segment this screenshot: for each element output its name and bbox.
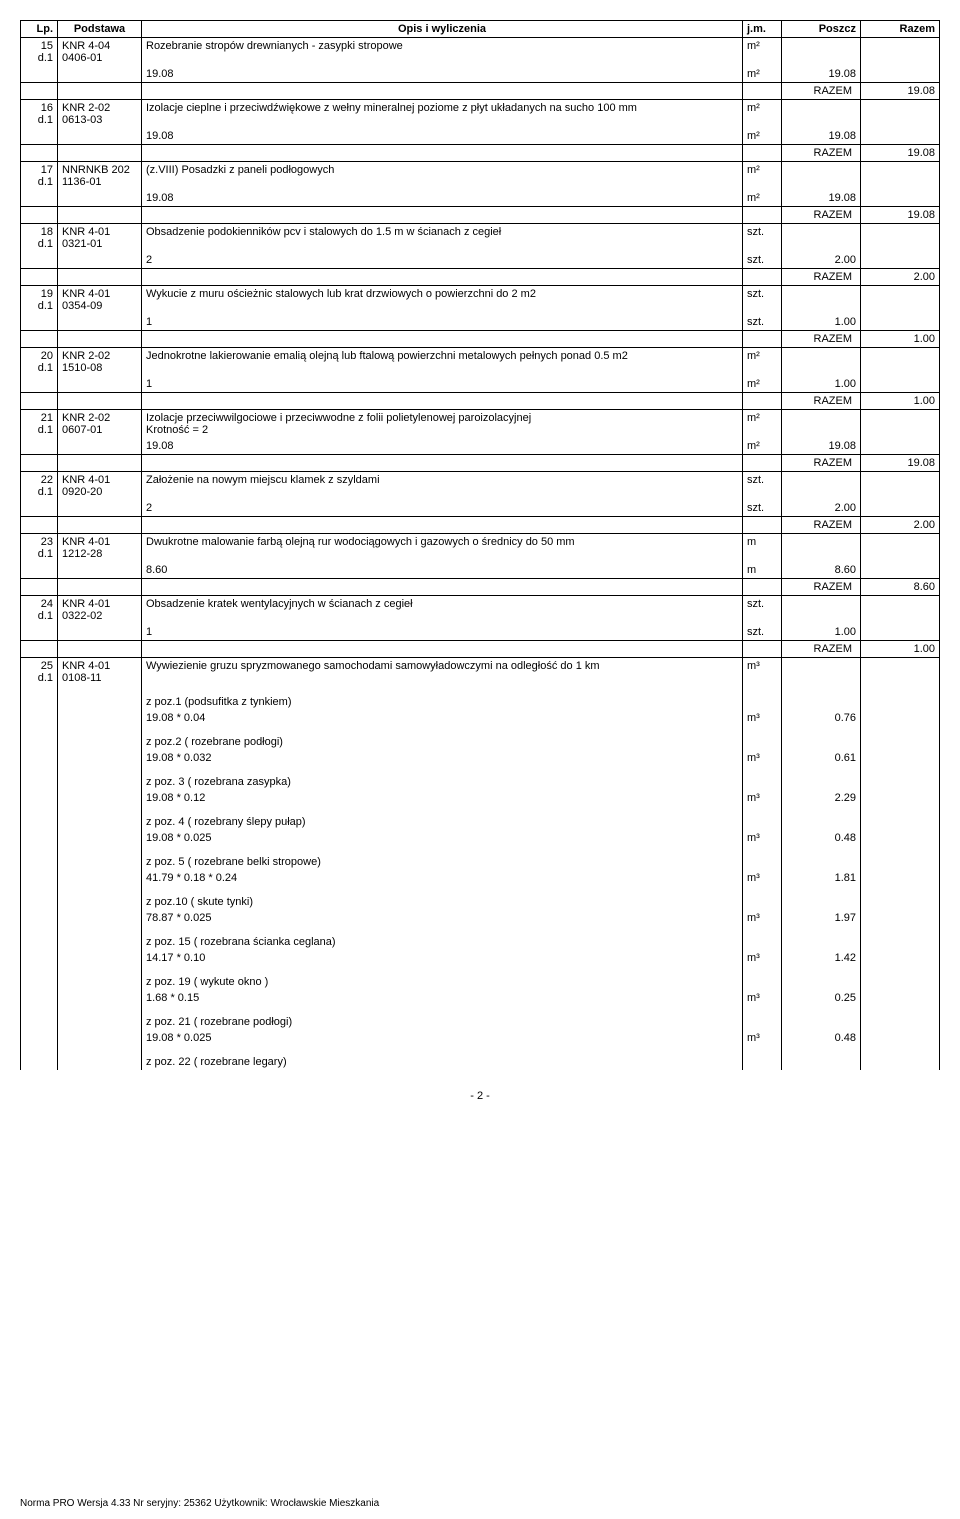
poz-label-row: z poz.10 ( skute tynki) (21, 886, 940, 910)
poz-label-row: z poz.2 ( rozebrane podłogi) (21, 726, 940, 750)
table-row: 24d.1KNR 4-01 0322-02Obsadzenie kratek w… (21, 596, 940, 625)
footer-text: Norma PRO Wersja 4.33 Nr seryjny: 25362 … (20, 1498, 379, 1509)
razem-row: RAZEM19.08 (21, 207, 940, 224)
table-row: 21d.1KNR 2-02 0607-01Izolacje przeciwwil… (21, 410, 940, 439)
table-row: 17d.1NNRNKB 202 1136-01(z.VIII) Posadzki… (21, 162, 940, 191)
calc-row: 19.08m²19.08 (21, 66, 940, 83)
razem-row: RAZEM19.08 (21, 455, 940, 472)
poz-label-row: z poz. 19 ( wykute okno ) (21, 966, 940, 990)
poz-label-row: z poz. 21 ( rozebrane podłogi) (21, 1006, 940, 1030)
header-jm: j.m. (743, 21, 782, 38)
calc-row: 2szt.2.00 (21, 252, 940, 269)
poz-calc-row: 19.08 * 0.025m³0.48 (21, 1030, 940, 1046)
calc-row: 19.08m²19.08 (21, 190, 940, 207)
poz-calc-row: 14.17 * 0.10m³1.42 (21, 950, 940, 966)
poz-calc-row: 41.79 * 0.18 * 0.24m³1.81 (21, 870, 940, 886)
poz-calc-row: 1.68 * 0.15m³0.25 (21, 990, 940, 1006)
poz-calc-row: 19.08 * 0.032m³0.61 (21, 750, 940, 766)
poz-calc-row: 19.08 * 0.12m³2.29 (21, 790, 940, 806)
calc-row: 1szt.1.00 (21, 314, 940, 331)
header-razem: Razem (861, 21, 940, 38)
razem-row: RAZEM1.00 (21, 393, 940, 410)
poz-label-row: z poz. 15 ( rozebrana ścianka ceglana) (21, 926, 940, 950)
calc-row: 1szt.1.00 (21, 624, 940, 641)
header-opis: Opis i wyliczenia (142, 21, 743, 38)
razem-row: RAZEM1.00 (21, 641, 940, 658)
poz-label-row: z poz. 5 ( rozebrane belki stropowe) (21, 846, 940, 870)
poz-label-row: z poz. 3 ( rozebrana zasypka) (21, 766, 940, 790)
razem-row: RAZEM1.00 (21, 331, 940, 348)
header-podstawa: Podstawa (58, 21, 142, 38)
calc-row: 19.08m²19.08 (21, 438, 940, 455)
header-poszcz: Poszcz (782, 21, 861, 38)
calc-row: 19.08m²19.08 (21, 128, 940, 145)
razem-row: RAZEM19.08 (21, 145, 940, 162)
poz-calc-row: 19.08 * 0.04m³0.76 (21, 710, 940, 726)
cost-table: Lp. Podstawa Opis i wyliczenia j.m. Posz… (20, 20, 940, 1070)
calc-row: 2szt.2.00 (21, 500, 940, 517)
razem-row: RAZEM2.00 (21, 517, 940, 534)
table-row: 19d.1KNR 4-01 0354-09Wykucie z muru ości… (21, 286, 940, 315)
poz-calc-row: 78.87 * 0.025m³1.97 (21, 910, 940, 926)
table-row: 18d.1KNR 4-01 0321-01Obsadzenie podokien… (21, 224, 940, 253)
table-body: 15d.1KNR 4-04 0406-01Rozebranie stropów … (21, 38, 940, 1071)
poz-label-row: z poz. 22 ( rozebrane legary) (21, 1046, 940, 1070)
poz-label-row: z poz. 4 ( rozebrany ślepy pułap) (21, 806, 940, 830)
table-row: 20d.1KNR 2-02 1510-08Jednokrotne lakiero… (21, 348, 940, 377)
razem-row: RAZEM2.00 (21, 269, 940, 286)
page-number: - 2 - (20, 1090, 940, 1102)
header-lp: Lp. (21, 21, 58, 38)
razem-row: RAZEM19.08 (21, 83, 940, 100)
poz-calc-row: 19.08 * 0.025m³0.48 (21, 830, 940, 846)
table-row: 23d.1KNR 4-01 1212-28Dwukrotne malowanie… (21, 534, 940, 563)
table-row: 25d.1KNR 4-01 0108-11Wywiezienie gruzu s… (21, 658, 940, 687)
table-row: 15d.1KNR 4-04 0406-01Rozebranie stropów … (21, 38, 940, 67)
razem-row: RAZEM8.60 (21, 579, 940, 596)
poz-label-row: z poz.1 (podsufitka z tynkiem) (21, 686, 940, 710)
table-row: 22d.1KNR 4-01 0920-20Założenie na nowym … (21, 472, 940, 501)
calc-row: 1m²1.00 (21, 376, 940, 393)
table-row: 16d.1KNR 2-02 0613-03Izolacje cieplne i … (21, 100, 940, 129)
header-row: Lp. Podstawa Opis i wyliczenia j.m. Posz… (21, 21, 940, 38)
calc-row: 8.60m8.60 (21, 562, 940, 579)
